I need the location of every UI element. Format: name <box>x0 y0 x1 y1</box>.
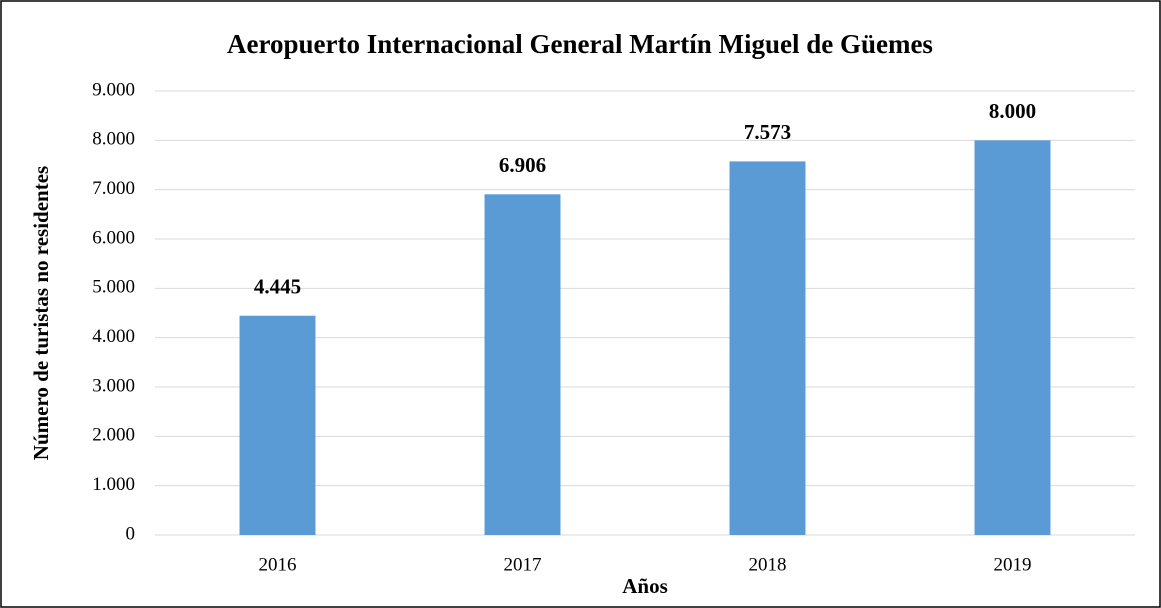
y-axis-label: Número de turistas no residentes <box>29 166 53 460</box>
data-label: 4.445 <box>254 275 301 299</box>
y-tick-label: 4.000 <box>92 326 135 347</box>
y-tick-label: 3.000 <box>92 375 135 396</box>
bar <box>239 315 316 535</box>
y-tick-label: 2.000 <box>92 425 135 446</box>
bar <box>729 161 806 535</box>
y-tick-label: 6.000 <box>92 227 135 248</box>
bar <box>974 140 1051 536</box>
y-tick-label: 5.000 <box>92 277 135 298</box>
x-tick-label: 2016 <box>259 554 297 575</box>
y-tick-label: 0 <box>126 523 136 544</box>
x-axis-label: Años <box>622 574 668 598</box>
chart-title: Aeropuerto Internacional General Martín … <box>227 29 933 59</box>
y-tick-label: 9.000 <box>92 79 135 100</box>
data-label: 8.000 <box>989 99 1036 123</box>
x-tick-label: 2019 <box>994 554 1032 575</box>
y-tick-label: 7.000 <box>92 178 135 199</box>
y-tick-label: 8.000 <box>92 129 135 150</box>
x-tick-label: 2018 <box>749 554 787 575</box>
y-tick-label: 1.000 <box>92 474 135 495</box>
x-tick-label: 2017 <box>504 554 542 575</box>
bar <box>484 194 561 535</box>
data-label: 7.573 <box>744 120 791 144</box>
data-label: 6.906 <box>499 153 546 177</box>
